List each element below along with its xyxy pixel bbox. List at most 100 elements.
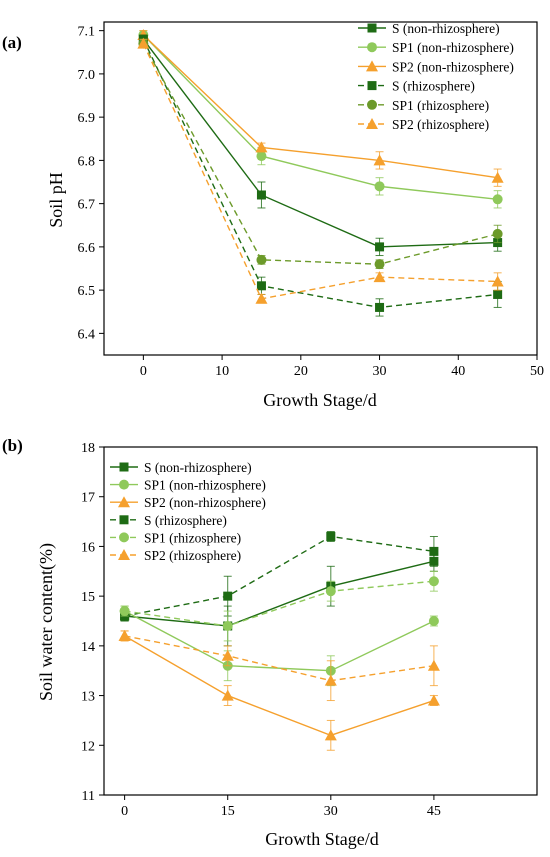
data-point xyxy=(427,694,440,706)
x-tick-label: 0 xyxy=(121,804,128,819)
data-point xyxy=(255,141,268,153)
data-point xyxy=(326,531,336,541)
plot-frame xyxy=(103,446,538,796)
data-point xyxy=(493,289,503,299)
x-tick-label: 30 xyxy=(324,804,338,819)
y-tick-label: 6.7 xyxy=(78,198,96,213)
data-point xyxy=(256,254,267,265)
legend: S (non-rhizosphere) SP1 (non-rhizosphere)… xyxy=(358,21,514,132)
x-tick-label: 45 xyxy=(427,804,441,819)
series-sp1-non-rhizosphere- xyxy=(119,605,439,687)
data-point xyxy=(256,151,267,162)
data-point xyxy=(256,281,266,291)
x-tick-label: 40 xyxy=(451,364,465,379)
panel-b-xlabel: Growth Stage/d xyxy=(265,829,378,849)
y-tick-label: 16 xyxy=(81,540,95,555)
y-tick-label: 15 xyxy=(81,590,95,605)
legend-marker xyxy=(119,462,129,472)
data-point xyxy=(324,729,337,741)
y-tick-label: 14 xyxy=(81,640,95,655)
x-tick-label: 20 xyxy=(294,364,308,379)
legend: S (non-rhizosphere) SP1 (non-rhizosphere)… xyxy=(110,460,266,563)
data-point xyxy=(325,586,336,597)
legend-label: S (non-rhizosphere) xyxy=(392,21,500,36)
data-point xyxy=(221,649,234,661)
legend-marker xyxy=(119,479,129,490)
series-line xyxy=(124,560,435,627)
series-sp2-rhizosphere- xyxy=(118,629,440,702)
series-sp2-non-rhizosphere- xyxy=(118,629,440,751)
legend-label: SP2 (rhizosphere) xyxy=(392,117,489,132)
y-tick-label: 6.5 xyxy=(78,284,96,299)
legend-marker xyxy=(366,60,378,72)
legend-marker xyxy=(119,515,129,525)
y-tick-label: 7.1 xyxy=(78,25,96,40)
legend-label: SP1 (rhizosphere) xyxy=(392,98,489,113)
y-tick-label: 7.0 xyxy=(78,68,96,83)
x-tick-label: 0 xyxy=(140,364,147,379)
data-point xyxy=(222,620,233,631)
y-tick-label: 6.9 xyxy=(78,111,96,126)
series-s-rhizosphere- xyxy=(138,34,503,317)
legend-marker xyxy=(119,532,129,543)
series-line xyxy=(142,43,498,300)
series-line xyxy=(142,34,498,201)
legend-label: SP2 (rhizosphere) xyxy=(144,548,241,563)
data-point xyxy=(137,37,150,49)
panel-a-xlabel: Growth Stage/d xyxy=(263,390,376,410)
data-point xyxy=(375,242,385,252)
data-point xyxy=(374,181,385,192)
legend-label: SP1 (rhizosphere) xyxy=(144,530,241,545)
legend-marker xyxy=(366,118,378,129)
x-tick-label: 30 xyxy=(373,364,387,379)
data-point xyxy=(119,606,130,617)
legend-label: S (rhizosphere) xyxy=(392,79,475,94)
x-tick-label: 10 xyxy=(215,364,229,379)
series-line xyxy=(124,535,435,617)
data-point xyxy=(491,171,504,183)
data-point xyxy=(428,616,439,626)
series-line xyxy=(142,43,498,265)
series-line xyxy=(124,635,435,737)
data-point xyxy=(374,259,385,270)
series-line xyxy=(124,635,435,682)
panel-a: (a) Growth Stage/d Soil pH 0 10 20 30 40 50 6.… xyxy=(2,21,544,410)
y-tick-label: 17 xyxy=(81,491,95,506)
legend-label: S (rhizosphere) xyxy=(144,513,227,528)
data-point xyxy=(492,194,503,205)
y-tick-label: 12 xyxy=(81,739,95,754)
panel-b: (b) Growth Stage/d Soil water content(%)… xyxy=(2,436,538,849)
y-tick-label: 18 xyxy=(81,441,95,456)
series-sp2-rhizosphere- xyxy=(137,37,504,304)
legend-label: S (non-rhizosphere) xyxy=(144,460,252,475)
data-point xyxy=(118,629,131,641)
legend-label: SP1 (non-rhizosphere) xyxy=(144,478,266,493)
x-tick-label: 15 xyxy=(221,804,235,819)
series-line xyxy=(142,38,498,248)
series-sp1-non-rhizosphere- xyxy=(138,29,503,209)
y-tick-label: 13 xyxy=(81,690,95,705)
legend-marker xyxy=(367,99,377,110)
data-point xyxy=(373,154,386,166)
data-point xyxy=(256,190,266,200)
data-point xyxy=(324,674,337,686)
data-point xyxy=(375,302,385,312)
series-line xyxy=(124,610,435,672)
data-point xyxy=(427,659,440,671)
legend-marker xyxy=(367,23,377,33)
data-point xyxy=(491,275,504,287)
x-tick-label: 50 xyxy=(530,364,544,379)
legend-label: SP2 (non-rhizosphere) xyxy=(144,495,266,510)
y-tick-label: 11 xyxy=(82,789,95,804)
y-tick-label: 6.4 xyxy=(78,327,96,342)
legend-label: SP2 (non-rhizosphere) xyxy=(392,59,514,74)
legend-label: SP1 (non-rhizosphere) xyxy=(392,40,514,55)
legend-marker xyxy=(367,81,377,91)
data-point xyxy=(223,591,233,601)
y-tick-label: 6.6 xyxy=(78,241,96,256)
data-point xyxy=(428,576,439,587)
y-tick-label: 6.8 xyxy=(78,154,96,169)
data-point xyxy=(373,271,386,283)
